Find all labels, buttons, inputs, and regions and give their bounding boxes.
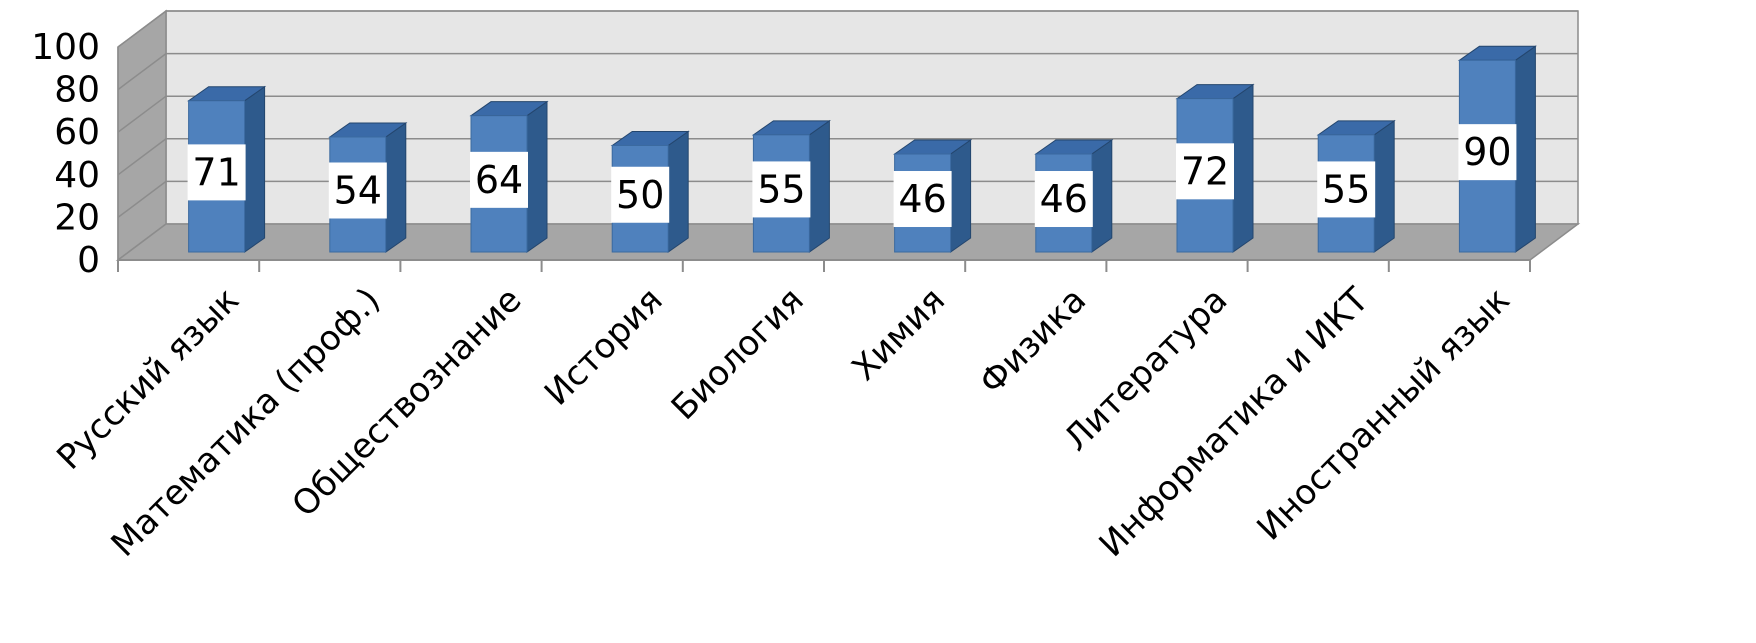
data-label-box xyxy=(1458,124,1517,181)
y-tick-label: 80 xyxy=(54,70,100,111)
bar-9: 55 xyxy=(1316,119,1396,253)
data-label-box xyxy=(328,162,387,219)
data-label: 90 xyxy=(1463,130,1511,174)
y-tick-label: 0 xyxy=(77,240,100,281)
bar-4: 50 xyxy=(610,130,690,253)
data-label: 54 xyxy=(334,168,382,212)
bar-side xyxy=(385,122,407,253)
bar-8: 72 xyxy=(1175,83,1255,253)
data-label-box xyxy=(1176,143,1234,200)
gridline xyxy=(117,52,1578,91)
bar-3: 64 xyxy=(469,100,549,253)
data-label-box xyxy=(187,144,246,201)
bar-side xyxy=(950,139,972,253)
side-wall xyxy=(117,9,167,262)
bar-side xyxy=(1373,119,1395,253)
gridline xyxy=(117,10,1578,48)
data-label: 55 xyxy=(757,167,805,211)
data-label: 46 xyxy=(898,177,946,221)
data-label-box xyxy=(893,171,952,228)
bar-2: 54 xyxy=(328,122,408,253)
y-tick-label: 40 xyxy=(54,155,100,196)
category-label: Физика xyxy=(972,280,1094,402)
gridline xyxy=(117,95,1578,133)
bar-side xyxy=(667,130,689,253)
category-label: Обществознание xyxy=(284,280,529,525)
bar-side xyxy=(1232,83,1254,253)
data-label-box xyxy=(1317,161,1376,218)
category-label: Химия xyxy=(844,280,953,389)
data-label: 71 xyxy=(192,150,240,194)
category-label: Математика (проф.) xyxy=(104,280,389,565)
x-axis xyxy=(117,259,1531,272)
data-label: 55 xyxy=(1322,167,1370,211)
category-label: История xyxy=(537,280,671,414)
bars: 71 54 64 50 55 46 46 72 55 90 xyxy=(187,45,1537,253)
bar-7: 46 xyxy=(1034,139,1114,253)
bar-side xyxy=(1514,45,1536,253)
bar-side xyxy=(1091,139,1113,253)
data-label-box xyxy=(752,161,811,218)
bar-10: 90 xyxy=(1457,45,1537,253)
data-label: 50 xyxy=(616,173,664,217)
category-label: Информатика и ИКТ xyxy=(1092,280,1377,565)
y-tick-label: 60 xyxy=(54,112,100,153)
y-tick-label: 100 xyxy=(31,27,100,68)
data-label: 72 xyxy=(1181,149,1229,193)
bar-side xyxy=(244,85,266,253)
data-label-box xyxy=(470,151,528,208)
bar-6: 46 xyxy=(893,139,973,253)
bar-5: 55 xyxy=(751,119,831,253)
category-label: Биология xyxy=(664,280,812,428)
data-label: 64 xyxy=(475,158,523,202)
data-label-box xyxy=(1034,171,1093,228)
bar-side xyxy=(526,100,548,253)
category-label: Иностранный язык xyxy=(1249,280,1517,548)
gridline xyxy=(117,138,1578,176)
data-label: 46 xyxy=(1040,177,1088,221)
y-tick-label: 20 xyxy=(54,197,100,238)
bar-side xyxy=(808,119,830,253)
data-label-box xyxy=(611,166,670,223)
bar-1: 71 xyxy=(187,85,267,253)
